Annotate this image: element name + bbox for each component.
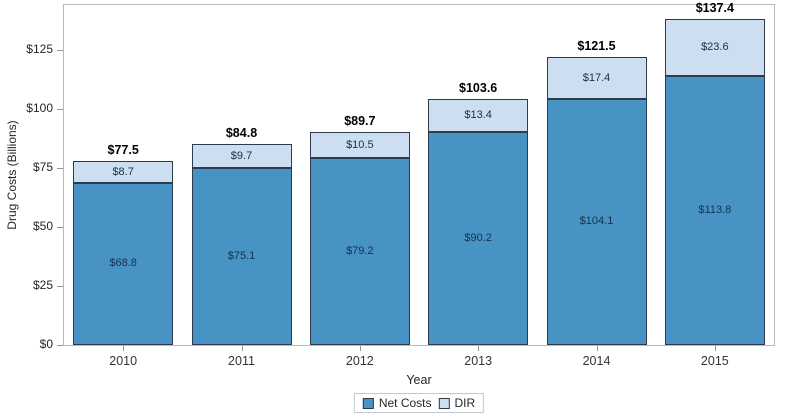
y-tick-mark <box>57 49 63 51</box>
net-costs-value-label: $104.1 <box>579 215 614 227</box>
total-value-label: $89.7 <box>344 114 376 128</box>
net-costs-value-label: $90.2 <box>464 231 492 244</box>
dir-segment-2015: $23.6 <box>664 19 765 76</box>
bar-group-2011: $84.8 $75.1 $9.7 <box>191 126 292 345</box>
y-tick-label: $125 <box>26 41 53 56</box>
legend-label-net-costs: Net Costs <box>378 396 432 410</box>
y-tick-label: $25 <box>32 277 53 292</box>
y-tick-label: $75 <box>32 159 53 174</box>
legend-label-dir: DIR <box>454 396 476 410</box>
dir-value-label: $8.7 <box>112 165 134 178</box>
total-value-label: $103.6 <box>459 81 498 95</box>
dir-swatch-icon <box>438 397 450 409</box>
dir-segment-2013: $13.4 <box>428 99 529 132</box>
net-costs-value-label: $75.1 <box>227 249 256 262</box>
x-tick-label-2012: 2012 <box>345 354 374 368</box>
dir-value-label: $17.4 <box>582 71 611 84</box>
y-tick-mark <box>57 285 63 287</box>
net-costs-segment-2010: $68.8 <box>73 183 174 345</box>
dir-segment-2010: $8.7 <box>73 161 174 183</box>
dir-value-label: $13.4 <box>464 109 492 121</box>
net-costs-swatch-icon <box>362 397 374 409</box>
x-tick-label-2013: 2013 <box>464 354 493 368</box>
total-value-label: $77.5 <box>107 143 139 157</box>
plot-area: $77.5 $68.8 $8.7 $84.8 $75.1 $9.7 $89.7 $79.2 $1… <box>63 1 775 346</box>
y-tick-mark <box>57 167 63 169</box>
net-costs-segment-2011: $75.1 <box>191 168 292 345</box>
net-costs-value-label: $68.8 <box>109 257 137 269</box>
net-costs-value-label: $113.8 <box>698 203 732 216</box>
legend: Net Costs DIR <box>353 393 485 413</box>
net-costs-segment-2015: $113.8 <box>664 76 765 345</box>
x-tick-label-2015: 2015 <box>700 354 729 368</box>
x-tick-label-2011: 2011 <box>228 354 255 368</box>
bar-group-2015: $137.4 $113.8 $23.6 <box>664 1 765 345</box>
y-tick-label: $50 <box>32 218 53 233</box>
net-costs-value-label: $79.2 <box>346 244 374 257</box>
x-tick-mark <box>478 346 480 351</box>
x-tick-mark <box>714 346 716 351</box>
net-costs-segment-2013: $90.2 <box>428 132 529 345</box>
dir-segment-2012: $10.5 <box>309 132 410 158</box>
y-tick-mark <box>57 345 63 346</box>
x-tick-mark <box>123 346 125 351</box>
total-value-label: $84.8 <box>225 126 258 140</box>
total-value-label: $121.5 <box>577 39 616 53</box>
dir-value-label: $10.5 <box>346 138 374 151</box>
dir-value-label: $23.6 <box>701 41 729 53</box>
bar-group-2012: $89.7 $79.2 $10.5 <box>309 114 410 345</box>
legend-item-dir: DIR <box>438 396 476 410</box>
dir-value-label: $9.7 <box>230 149 253 162</box>
total-value-label: $137.4 <box>695 1 734 15</box>
dir-segment-2014: $17.4 <box>546 57 647 99</box>
bar-group-2014: $121.5 $104.1 $17.4 <box>546 39 647 345</box>
y-tick-mark <box>57 226 63 228</box>
y-tick-label: $100 <box>26 100 53 115</box>
net-costs-segment-2014: $104.1 <box>546 99 647 345</box>
bar-group-2010: $77.5 $68.8 $8.7 <box>73 143 174 345</box>
x-tick-mark <box>359 346 361 351</box>
y-tick-label: $0 <box>39 337 53 351</box>
x-tick-mark <box>241 346 243 351</box>
x-tick-label-2014: 2014 <box>582 354 611 368</box>
y-tick-mark <box>57 108 63 110</box>
x-tick-label-2010: 2010 <box>109 354 138 368</box>
x-tick-mark <box>596 346 598 351</box>
dir-segment-2011: $9.7 <box>191 144 292 168</box>
legend-item-net-costs: Net Costs <box>362 396 432 410</box>
x-axis-title: Year <box>406 373 432 387</box>
bar-group-2013: $103.6 $90.2 $13.4 <box>428 81 529 345</box>
net-costs-segment-2012: $79.2 <box>309 158 410 345</box>
